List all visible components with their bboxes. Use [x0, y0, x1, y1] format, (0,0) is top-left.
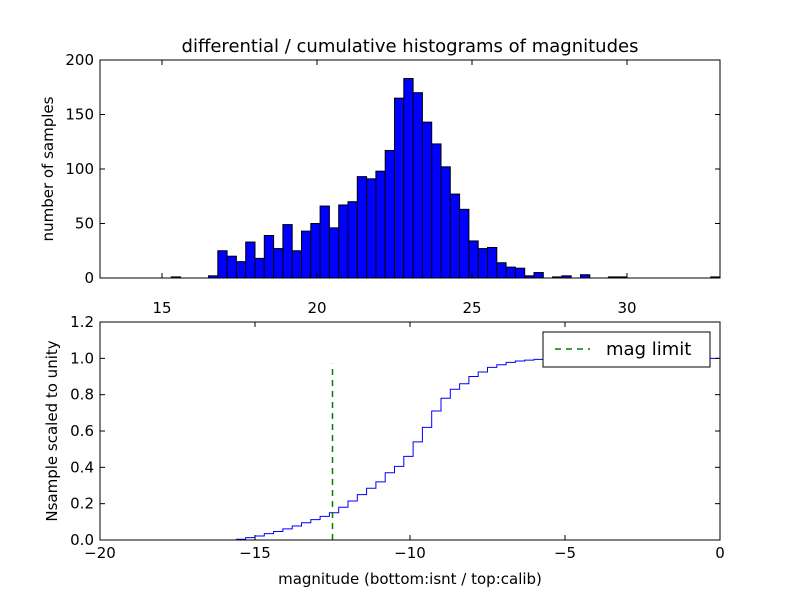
histogram-bar — [431, 143, 442, 279]
cumulative-x-tick-label: −10 — [394, 544, 426, 562]
cumulative-y-tick-label: 0.8 — [70, 386, 94, 404]
histogram-bar — [245, 241, 256, 279]
histogram-bar — [375, 170, 386, 279]
histogram-y-tick-label: 150 — [65, 106, 94, 124]
cumulative-y-tick-label: 0.0 — [70, 531, 94, 549]
cumulative-y-tick-label: 0.2 — [70, 495, 94, 513]
histogram-bar — [449, 193, 461, 279]
cumulative-ticks: −20 −15 −10 −5 0 0.0 0.2 0.4 0.6 0.8 1.0 1.2 — [70, 313, 725, 562]
histogram-y-tick-label: 0 — [84, 269, 94, 287]
histogram-bar — [291, 250, 303, 279]
histogram-bar — [301, 230, 312, 279]
cumulative-lines — [100, 357, 721, 541]
cumulative-y-axis-label: Nsample scaled to unity — [43, 340, 61, 521]
histogram-bar — [226, 255, 237, 279]
histogram-bar — [273, 248, 284, 279]
histogram-y-tick-label: 100 — [65, 160, 94, 178]
cumulative-x-tick-label: −5 — [554, 544, 576, 562]
histogram-bar — [263, 234, 275, 279]
histogram-bar — [217, 250, 228, 279]
cumulative-y-tick-label: 0.6 — [70, 422, 94, 440]
chart-title: differential / cumulative histograms of … — [182, 36, 639, 57]
legend: mag limit — [542, 331, 711, 368]
histogram-bar — [384, 149, 396, 279]
histogram-bar — [366, 178, 377, 279]
histogram-bar — [421, 121, 433, 279]
histogram-bar — [505, 266, 516, 279]
histogram-bar — [412, 92, 423, 279]
histogram-bar — [514, 267, 526, 279]
histogram-bar — [319, 205, 330, 279]
histogram-ticks: 15 20 25 30 0 50 100 150 200 — [65, 51, 720, 317]
histogram-bar — [403, 78, 414, 279]
histogram-x-tick-label: 15 — [152, 299, 171, 317]
histogram-bar — [347, 201, 358, 279]
histogram-x-tick-label: 30 — [617, 299, 636, 317]
histogram-x-tick-label: 25 — [462, 299, 481, 317]
histogram-bar — [282, 224, 293, 279]
histogram-x-tick-label: 20 — [307, 299, 326, 317]
cumulative-y-tick-label: 1.0 — [70, 349, 94, 367]
histogram-bar — [477, 248, 489, 279]
histogram-bar — [459, 208, 470, 279]
histogram-bar — [533, 272, 544, 279]
cumulative-x-tick-label: −20 — [84, 544, 116, 562]
histogram-bar — [468, 240, 479, 279]
histogram-bar — [310, 223, 321, 279]
histogram-bar — [356, 176, 368, 279]
histogram-bar — [235, 261, 247, 279]
histogram-bars — [170, 78, 721, 279]
histogram-bar — [338, 204, 349, 279]
histogram-bar — [440, 166, 451, 279]
histogram-panel: differential / cumulative histograms of … — [39, 36, 721, 317]
histogram-bar — [496, 262, 507, 279]
cumulative-x-tick-label: −15 — [239, 544, 271, 562]
cumulative-x-tick-label: 0 — [715, 544, 725, 562]
cumulative-y-tick-label: 1.2 — [70, 313, 94, 331]
cumulative-panel: −20 −15 −10 −5 0 0.0 0.2 0.4 0.6 0.8 1.0 1.2 magnit… — [43, 313, 725, 588]
cumulative-step-line — [100, 357, 721, 541]
histogram-bar — [254, 257, 265, 279]
histogram-bar — [487, 246, 498, 279]
cumulative-x-axis-label: magnitude (bottom:isnt / top:calib) — [278, 570, 542, 588]
cumulative-y-tick-label: 0.4 — [70, 458, 94, 476]
histogram-bar — [394, 97, 405, 279]
histogram-y-tick-label: 200 — [65, 51, 94, 69]
legend-mag-limit-label: mag limit — [606, 339, 691, 360]
histogram-bar — [328, 227, 340, 279]
histogram-y-tick-label: 50 — [75, 215, 94, 233]
histogram-y-axis-label: number of samples — [39, 96, 57, 241]
